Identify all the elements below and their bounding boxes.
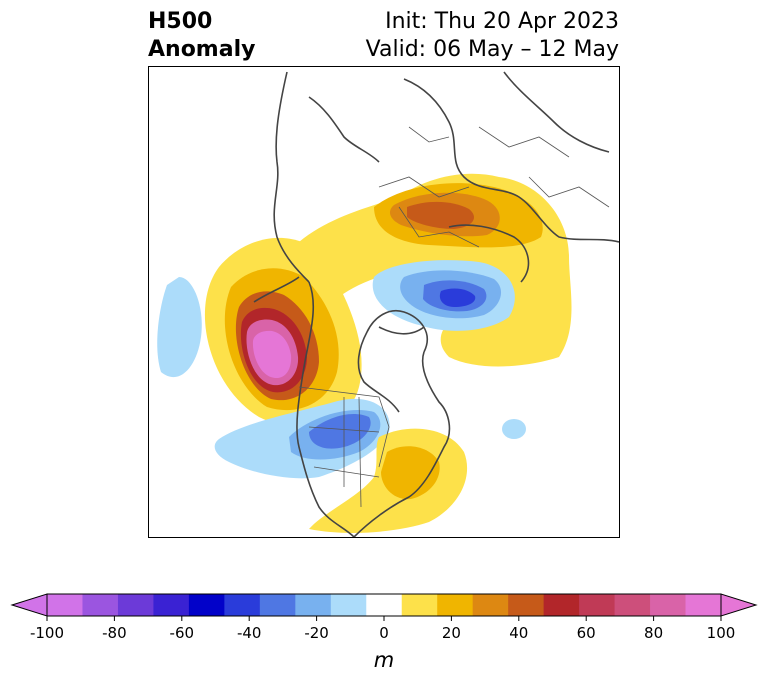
colorbar-tick-label: -100: [29, 624, 65, 642]
colorbar-segment: [153, 594, 190, 616]
colorbar-tick-label: -20: [304, 624, 329, 642]
valid-range: Valid: 06 May – 12 May: [365, 37, 619, 62]
colorbar-graphic: [10, 593, 758, 621]
colorbar-segment: [188, 594, 225, 616]
colorbar-tick-label: -60: [169, 624, 195, 642]
colorbar-segment: [47, 594, 83, 616]
colorbar: [10, 590, 758, 626]
colorbar-tick-label: -40: [236, 624, 262, 642]
colorbar-segment: [437, 594, 474, 616]
colorbar-segment: [543, 594, 580, 616]
colorbar-tick-label: 20: [441, 624, 461, 642]
colorbar-segment: [117, 594, 154, 616]
title-field: Anomaly: [148, 37, 256, 62]
coastlines: [253, 71, 619, 537]
colorbar-segment: [295, 594, 332, 616]
positive-anomaly-west-100: [252, 330, 292, 379]
colorbar-tick-label: 100: [706, 624, 736, 642]
colorbar-segment: [259, 594, 296, 616]
colorbar-extend-max: [720, 593, 758, 617]
positive-anomaly-east-20: [381, 446, 440, 500]
colorbar-tick-label: 0: [379, 624, 389, 642]
borders: [298, 126, 610, 508]
negative-anomaly-atlantic: [502, 419, 526, 439]
negative-anomaly-arctic-60: [439, 288, 476, 307]
colorbar-segment: [508, 594, 545, 616]
map-title: H500 Anomaly: [148, 8, 255, 64]
colorbar-segment: [330, 594, 367, 616]
colorbar-segment: [685, 594, 722, 616]
colorbar-segment: [366, 594, 403, 616]
colorbar-tick-label: 40: [509, 624, 529, 642]
map-dates: Init: Thu 20 Apr 2023 Valid: 06 May – 12…: [366, 8, 619, 64]
title-variable: H500: [148, 9, 213, 34]
colorbar-unit: m: [373, 648, 395, 672]
map-canvas: [157, 71, 619, 537]
colorbar-segment: [614, 594, 651, 616]
colorbar-segment: [579, 594, 616, 616]
colorbar-segment: [401, 594, 438, 616]
colorbar-tick-label: 60: [576, 624, 596, 642]
colorbar-segment: [472, 594, 509, 616]
colorbar-segment: [224, 594, 261, 616]
positive-anomaly-north-50: [407, 201, 474, 229]
colorbar-segment: [650, 594, 687, 616]
colorbar-segment: [82, 594, 119, 616]
negative-anomaly-pacific: [157, 277, 202, 378]
init-date: Init: Thu 20 Apr 2023: [385, 9, 619, 34]
negative-anomaly-america-40: [309, 413, 371, 449]
colorbar-extend-min: [10, 593, 48, 617]
anomaly-map: [148, 66, 620, 538]
colorbar-tick-label: -80: [102, 624, 127, 642]
colorbar-tick-label: 80: [644, 624, 664, 642]
